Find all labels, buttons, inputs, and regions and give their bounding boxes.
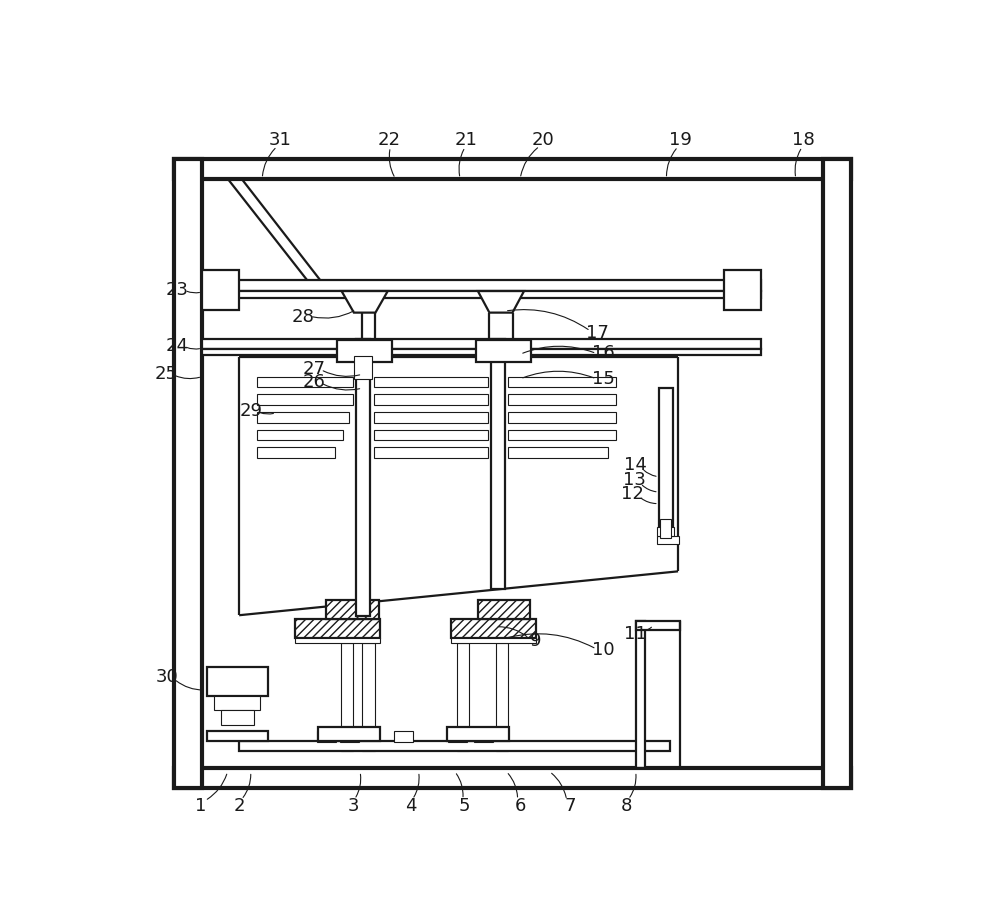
Text: 18: 18 xyxy=(792,131,815,149)
Bar xyxy=(636,621,680,630)
Text: 4: 4 xyxy=(405,797,417,815)
Bar xyxy=(374,395,488,405)
Bar xyxy=(451,619,536,638)
Bar xyxy=(659,388,673,538)
Text: 2: 2 xyxy=(233,797,245,815)
Bar xyxy=(660,519,671,538)
Text: 12: 12 xyxy=(621,485,644,504)
Bar xyxy=(362,643,375,750)
Text: 26: 26 xyxy=(302,373,325,391)
Bar xyxy=(476,340,531,362)
Text: 25: 25 xyxy=(154,365,178,383)
Bar xyxy=(257,447,335,458)
Text: 13: 13 xyxy=(623,471,646,490)
Bar xyxy=(318,727,380,741)
Bar xyxy=(508,377,616,387)
Bar xyxy=(257,430,343,441)
Bar xyxy=(174,159,851,178)
Bar xyxy=(207,667,268,696)
Bar xyxy=(202,291,761,298)
Bar xyxy=(508,447,608,458)
Bar xyxy=(202,349,761,355)
Text: 14: 14 xyxy=(624,456,647,474)
Bar xyxy=(337,340,392,362)
Text: 23: 23 xyxy=(166,281,189,298)
Text: 29: 29 xyxy=(239,402,262,420)
Bar xyxy=(508,430,616,441)
Bar xyxy=(340,731,359,741)
Bar xyxy=(508,412,616,423)
Bar xyxy=(374,412,488,423)
Bar xyxy=(317,731,336,741)
Bar xyxy=(257,395,353,405)
Text: 24: 24 xyxy=(166,336,189,355)
Bar xyxy=(636,621,645,769)
Bar xyxy=(448,731,467,741)
Bar xyxy=(356,339,370,616)
Text: 10: 10 xyxy=(592,641,615,659)
Bar xyxy=(257,377,353,387)
Bar xyxy=(174,159,202,787)
Bar xyxy=(374,447,488,458)
Bar xyxy=(508,395,616,405)
Text: 11: 11 xyxy=(624,626,647,643)
Bar xyxy=(295,619,380,638)
Bar xyxy=(474,731,493,741)
Bar xyxy=(239,741,670,750)
Polygon shape xyxy=(342,291,388,312)
Bar xyxy=(491,339,505,590)
Text: 28: 28 xyxy=(292,309,314,326)
Bar xyxy=(207,731,268,741)
Text: 7: 7 xyxy=(564,797,576,815)
Text: 30: 30 xyxy=(156,668,179,686)
Bar xyxy=(257,412,349,423)
Text: 19: 19 xyxy=(669,131,692,149)
Bar xyxy=(202,270,239,310)
Bar xyxy=(496,643,508,750)
Polygon shape xyxy=(478,291,524,312)
Bar xyxy=(326,600,379,619)
Bar xyxy=(478,600,530,619)
Text: 8: 8 xyxy=(621,797,632,815)
Bar xyxy=(341,643,353,750)
Bar xyxy=(657,527,674,536)
Text: 5: 5 xyxy=(459,797,471,815)
Bar xyxy=(295,638,380,643)
Text: 27: 27 xyxy=(302,359,325,378)
Bar xyxy=(202,339,761,348)
Text: 15: 15 xyxy=(592,370,615,388)
Text: 22: 22 xyxy=(378,131,401,149)
Bar xyxy=(724,270,761,310)
Text: 6: 6 xyxy=(515,797,526,815)
Bar xyxy=(202,280,761,291)
Text: 20: 20 xyxy=(532,131,555,149)
Text: 9: 9 xyxy=(530,632,541,650)
Bar xyxy=(221,710,254,725)
Text: 31: 31 xyxy=(269,131,291,149)
Bar xyxy=(354,356,372,379)
Bar xyxy=(447,727,509,741)
Text: 1: 1 xyxy=(195,797,206,815)
Text: 3: 3 xyxy=(347,797,359,815)
Text: 17: 17 xyxy=(586,323,609,342)
Bar xyxy=(374,430,488,441)
Bar xyxy=(451,638,536,643)
Bar xyxy=(394,731,413,741)
Bar xyxy=(174,768,851,787)
Text: 21: 21 xyxy=(455,131,478,149)
Bar xyxy=(374,377,488,387)
Bar xyxy=(657,536,679,543)
Bar xyxy=(214,696,260,710)
Bar xyxy=(823,159,851,787)
Bar xyxy=(457,643,469,750)
Text: 16: 16 xyxy=(592,345,615,362)
